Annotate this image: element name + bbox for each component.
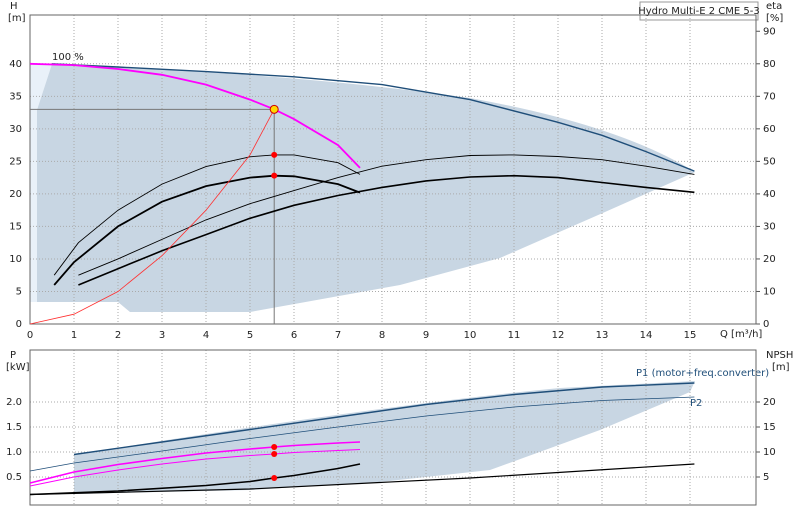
y2-unit: [m] (772, 362, 790, 373)
x-tick-label: 8 (379, 330, 385, 341)
y2-tick-label: 80 (763, 59, 776, 70)
x-tick-label: 2 (115, 330, 121, 341)
y2-tick-label: 20 (763, 254, 776, 265)
series-line (29, 109, 275, 325)
y2-tick-label: 0 (763, 319, 769, 330)
y-tick-label: 20 (9, 189, 22, 200)
y-unit: [m] (8, 13, 26, 24)
operating-range (30, 64, 695, 494)
y2-tick-label: 40 (763, 189, 776, 200)
y-tick-label: 0.5 (6, 472, 22, 483)
range-area (37, 64, 695, 312)
y2-tick-label: 15 (763, 422, 776, 433)
y-tick-label: 10 (9, 254, 22, 265)
annotation: 100 % (52, 52, 84, 63)
y-tick-label: 5 (16, 286, 22, 297)
series-line (53, 154, 361, 276)
duty-point (269, 104, 279, 114)
x-label: Q [m³/h] (720, 329, 762, 340)
duty-point (271, 151, 278, 158)
y2-tick-label: 50 (763, 156, 776, 167)
x-tick-label: 6 (291, 330, 297, 341)
y2-tick-label: 5 (763, 472, 769, 483)
duty-point (271, 451, 278, 457)
series-line (78, 174, 695, 286)
x-tick-label: 7 (335, 330, 341, 341)
y-tick-label: 2.0 (6, 397, 22, 408)
x-tick-label: 1 (71, 330, 77, 341)
y2-tick-label: 10 (763, 447, 776, 458)
series-line (78, 154, 695, 276)
x-tick-label: 3 (159, 330, 165, 341)
y-label: P (10, 350, 16, 361)
x-tick-label: 5 (247, 330, 253, 341)
series-line (29, 463, 361, 496)
x-tick-label: 13 (596, 330, 609, 341)
y2-tick-label: 10 (763, 286, 776, 297)
power-range-area (74, 381, 695, 494)
series-line (53, 174, 361, 286)
series-line (73, 382, 695, 456)
y2-tick-label: 90 (763, 26, 776, 37)
series-line (29, 463, 695, 496)
duty-point (271, 172, 278, 179)
y-tick-label: 1.0 (6, 447, 22, 458)
x-tick-label: 15 (684, 330, 697, 341)
y-tick-label: 35 (9, 91, 22, 102)
y-tick-label: 1.5 (6, 422, 22, 433)
x-tick-label: 9 (423, 330, 429, 341)
y-tick-label: 25 (9, 156, 22, 167)
y-tick-label: 30 (9, 124, 22, 135)
series-line (29, 441, 361, 484)
x-tick-label: 0 (27, 330, 33, 341)
title: Hydro Multi-E 2 CME 5-3 (638, 6, 760, 17)
y-label: H (10, 1, 18, 12)
series-line (51, 63, 695, 172)
duty-point (271, 444, 278, 450)
x-tick-label: 10 (464, 330, 477, 341)
y2-label: NPSH (766, 350, 793, 361)
y2-tick-label: 20 (763, 397, 776, 408)
y-tick-label: 0 (16, 319, 22, 330)
duty-point (271, 475, 278, 481)
y2-tick-label: 30 (763, 221, 776, 232)
series-label: P2 (690, 398, 702, 409)
light-range (30, 64, 52, 302)
x-tick-label: 12 (552, 330, 565, 341)
x-tick-label: 14 (640, 330, 653, 341)
y2-unit: [%] (766, 13, 783, 24)
y2-tick-label: 60 (763, 124, 776, 135)
y2-label: eta (766, 1, 782, 12)
plot-frame (29, 349, 757, 506)
y-tick-label: 15 (9, 221, 22, 232)
y2-tick-label: 70 (763, 91, 776, 102)
y-tick-label: 40 (9, 59, 22, 70)
series-label: P1 (motor+freq.converter) (636, 368, 769, 379)
series-line (29, 62, 361, 169)
x-tick-label: 11 (508, 330, 521, 341)
series-line (29, 396, 695, 472)
y-unit: [kW] (6, 362, 30, 373)
series-line (29, 449, 361, 487)
x-tick-label: 4 (203, 330, 209, 341)
plot-frame (29, 14, 757, 325)
